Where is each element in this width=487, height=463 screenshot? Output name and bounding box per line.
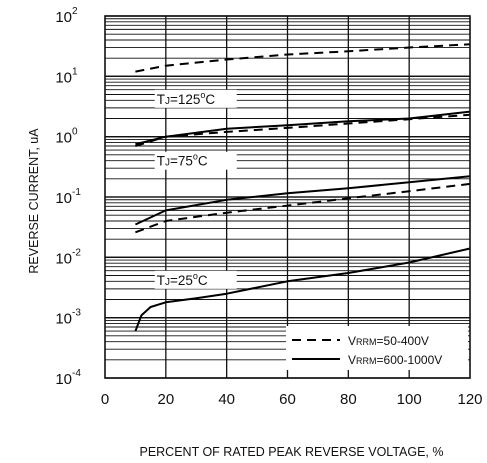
y-axis-label: REVERSE CURRENT, uA: [27, 128, 41, 274]
temperature-label: TJ=25oC: [157, 271, 208, 288]
annotation-background: [154, 89, 237, 108]
series-line-dashed: [135, 113, 471, 147]
series-line-dashed: [135, 43, 471, 73]
plot-frame: [104, 15, 471, 379]
annotation-background: [154, 270, 237, 289]
y-tick-label: 10: [55, 190, 72, 207]
x-tick-label: 100: [397, 391, 422, 408]
y-tick-label: 10: [55, 311, 72, 328]
y-tick-exponent: 0: [72, 127, 78, 138]
legend-box: [286, 326, 468, 370]
legend-label: VRRM=600-1000V: [348, 353, 442, 367]
y-tick-label: 10: [55, 130, 72, 147]
x-tick-label: 120: [457, 391, 482, 408]
x-tick-label: 0: [101, 391, 109, 408]
y-tick-label: 10: [55, 371, 72, 388]
legend-label: VRRM=50-400V: [348, 334, 429, 348]
y-tick-exponent: -2: [72, 247, 81, 258]
y-tick-label: 10: [55, 69, 72, 86]
series-line-solid: [134, 247, 471, 332]
y-tick-label: 10: [55, 250, 72, 267]
annotation-background: [154, 151, 237, 170]
legend: VRRM=50-400V VRRM=600-1000V: [286, 326, 468, 370]
series-lines: [134, 43, 471, 332]
y-tick-exponent: 1: [72, 66, 78, 77]
y-tick-exponent: -3: [72, 308, 81, 319]
y-tick-exponent: -1: [72, 187, 81, 198]
x-axis-label: PERCENT OF RATED PEAK REVERSE VOLTAGE, %: [139, 445, 443, 459]
temperature-label: TJ=125oC: [157, 90, 216, 107]
y-tick-exponent: 2: [72, 6, 78, 17]
annotations: TJ=125oC TJ=75oC TJ=25oC: [154, 89, 237, 289]
x-tick-label: 20: [157, 391, 174, 408]
y-tick-exponent: -4: [72, 368, 81, 379]
series-line-dashed: [135, 182, 471, 234]
x-tick-label: 40: [218, 391, 235, 408]
x-tick-label: 80: [340, 391, 357, 408]
x-tick-label: 60: [279, 391, 296, 408]
temperature-label: TJ=75oC: [157, 152, 208, 169]
y-tick-label: 10: [55, 9, 72, 26]
grid: [105, 15, 470, 379]
series-line-solid: [134, 175, 471, 226]
